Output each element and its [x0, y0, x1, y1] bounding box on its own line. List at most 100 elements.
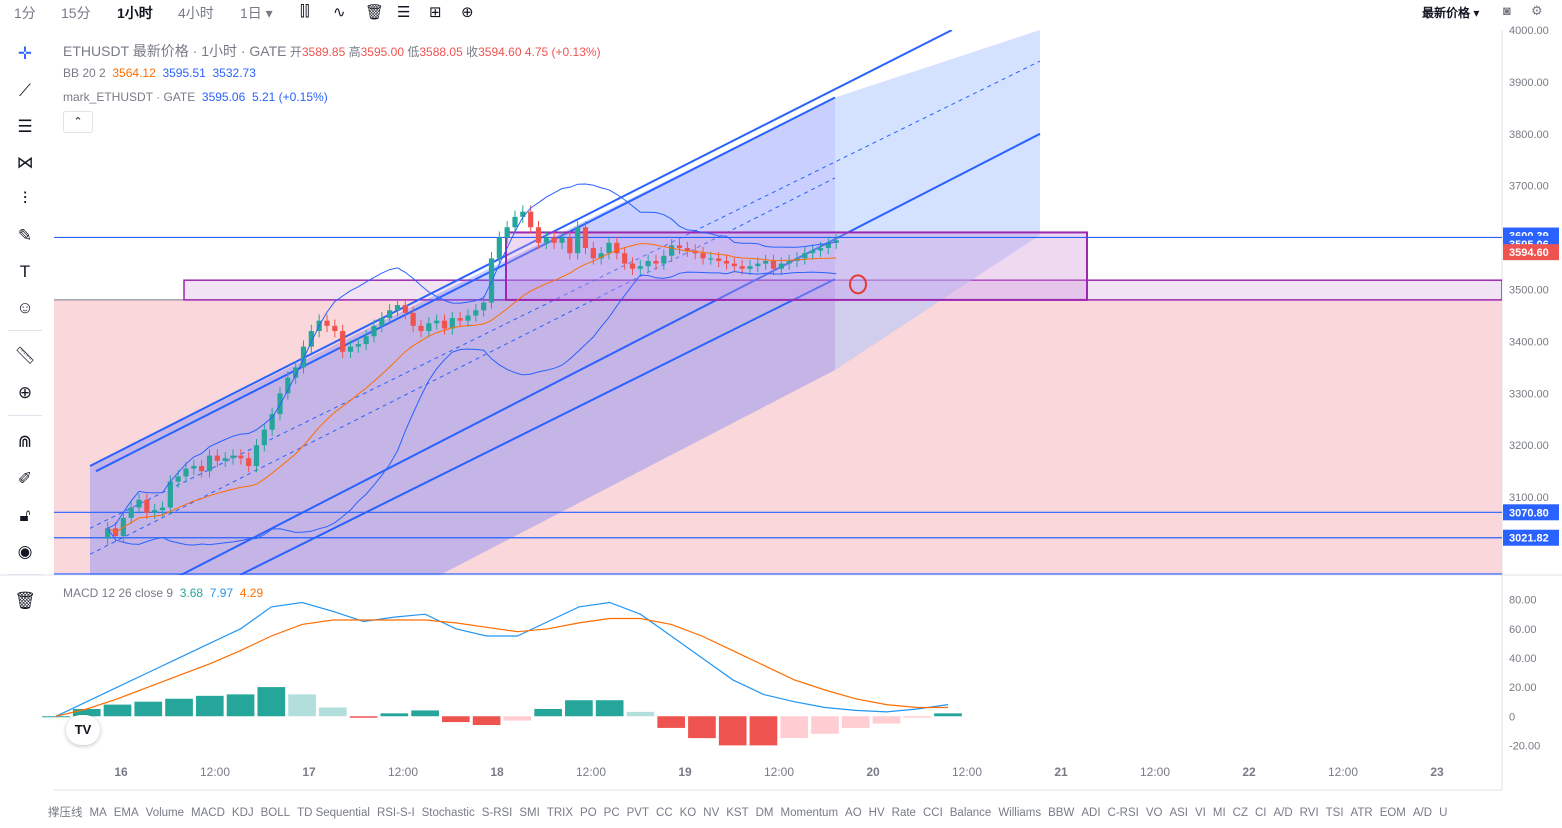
indicator-quick-item[interactable]: C-RSI	[1107, 807, 1139, 819]
collapse-legend-button[interactable]: ⌃	[63, 111, 93, 133]
timeframe-4h[interactable]: 4小时	[178, 5, 214, 21]
bb-label: BB 20 2	[63, 66, 106, 80]
indicator-quick-item[interactable]: KST	[726, 807, 749, 819]
indicator-quick-item[interactable]: Rate	[891, 807, 916, 819]
magnet-icon[interactable]: ⋒	[17, 432, 33, 451]
list-icon[interactable]: ☰	[397, 4, 411, 21]
indicator-quick-item[interactable]: TD Sequential	[297, 807, 370, 819]
indicator-quick-item[interactable]: A/D	[1412, 807, 1433, 819]
delete-drawings-icon[interactable]: 🗑︎	[14, 591, 36, 610]
text-icon[interactable]: T	[19, 262, 31, 281]
indicator-quick-item[interactable]: Stochastic	[421, 807, 475, 819]
indicator-quick-item[interactable]: CC	[656, 807, 673, 819]
settings-icon[interactable]: ⚙	[1531, 3, 1543, 18]
indicator-quick-item[interactable]: HV	[868, 807, 885, 819]
indicator-quick-item[interactable]: U	[1439, 807, 1448, 819]
trash-icon[interactable]: 🗑︎	[365, 4, 385, 21]
indicators-icon[interactable]: ∿	[333, 4, 346, 21]
timeframe-1d-dropdown[interactable]: 1日 ▾	[240, 5, 273, 21]
indicator-quick-item[interactable]: ADI	[1081, 807, 1101, 819]
indicator-quick-item[interactable]: A/D	[1273, 807, 1293, 819]
time-tick-label: 17	[302, 765, 316, 779]
macd-histogram-bar	[318, 707, 347, 717]
bb-upper-value: 3595.51	[162, 66, 206, 80]
candle-body	[575, 227, 581, 254]
indicator-quick-item[interactable]: Momentum	[780, 807, 839, 819]
candle-type-icon[interactable]: ⫿⫿	[300, 3, 310, 20]
indicator-quick-item[interactable]: VI	[1195, 807, 1206, 819]
lock-drawing-icon[interactable]: ✐	[17, 469, 33, 488]
macd-histogram-bar	[657, 716, 686, 728]
indicator-quick-item[interactable]: SMI	[519, 807, 540, 819]
indicator-quick-item[interactable]: DM	[755, 807, 774, 819]
trend-line-icon[interactable]: ⟋	[19, 81, 31, 100]
indicator-quick-item[interactable]: ASI	[1169, 807, 1188, 819]
mark-legend[interactable]: mark_ETHUSDT · GATE 3595.06 5.21 (+0.15%…	[63, 90, 328, 104]
indicator-quick-item[interactable]: KDJ	[231, 807, 254, 819]
candle-body	[465, 315, 471, 321]
lock-icon[interactable]: 🔓︎	[19, 506, 31, 525]
indicator-quick-item[interactable]: EOM	[1379, 807, 1406, 819]
indicator-quick-item[interactable]: VO	[1145, 807, 1163, 819]
price-type-dropdown[interactable]: 最新价格 ▾	[1422, 6, 1480, 20]
candle-body	[449, 318, 455, 329]
indicator-quick-item[interactable]: KO	[679, 807, 697, 819]
indicator-quick-item[interactable]: PC	[603, 807, 620, 819]
symbol-title[interactable]: ETHUSDT 最新价格 · 1小时 · GATE	[63, 43, 287, 59]
indicator-quick-item[interactable]: BBW	[1048, 807, 1075, 819]
indicator-quick-item[interactable]: CZ	[1232, 807, 1248, 819]
indicator-quick-item[interactable]: AO	[845, 807, 862, 819]
candle-body	[723, 260, 730, 264]
indicator-quick-item[interactable]: 撑压线	[48, 807, 83, 819]
indicator-quick-item[interactable]: RSI-S-I	[376, 807, 415, 819]
indicator-quick-item[interactable]: EMA	[113, 807, 139, 819]
indicator-quick-item[interactable]: MACD	[191, 807, 225, 819]
indicator-quick-item[interactable]: PVT	[626, 807, 650, 819]
candle-body	[512, 216, 518, 228]
price-label-line-b: 3021.82	[1509, 533, 1549, 545]
candle-body	[669, 245, 675, 256]
camera-icon[interactable]: ◙	[1503, 3, 1511, 18]
prediction-icon[interactable]: ⫶	[22, 189, 28, 208]
indicator-quick-item[interactable]: Williams	[998, 807, 1042, 819]
mark-value: 3595.06	[201, 90, 246, 104]
indicator-quick-item[interactable]: MI	[1212, 807, 1226, 819]
crosshair-icon[interactable]: ✛	[17, 44, 33, 63]
indicator-quick-item[interactable]: RVI	[1299, 807, 1319, 819]
fib-icon[interactable]: ☰	[17, 117, 33, 136]
macd-legend[interactable]: MACD 12 26 close 9 3.68 7.97 4.29	[63, 586, 263, 600]
add-circle-icon[interactable]: ⊕	[461, 4, 474, 21]
indicator-quick-item[interactable]: S-RSI	[481, 807, 513, 819]
indicator-quick-item[interactable]: TSI	[1325, 807, 1344, 819]
indicator-quick-item[interactable]: Volume	[145, 807, 185, 819]
indicator-quick-item[interactable]: TRIX	[546, 807, 574, 819]
price-label-last-bg	[1503, 244, 1559, 261]
timeframe-1m[interactable]: 1分	[14, 5, 36, 21]
indicator-quick-item[interactable]: Balance	[949, 807, 992, 819]
indicator-quick-item[interactable]: PO	[580, 807, 597, 819]
eye-icon[interactable]: ◉	[17, 542, 33, 561]
emoji-icon[interactable]: ☺	[16, 298, 34, 317]
indicator-quick-item[interactable]: BOLL	[260, 807, 291, 819]
change-value: 4.75 (+0.13%)	[524, 45, 601, 59]
ruler-icon[interactable]: 📏︎	[14, 346, 36, 365]
bb-legend[interactable]: BB 20 2 3564.12 3595.51 3532.73	[63, 66, 256, 80]
timeframe-1h[interactable]: 1小时	[117, 5, 153, 21]
pattern-icon[interactable]: ⋈	[16, 153, 34, 172]
indicator-quick-item[interactable]: ATR	[1350, 807, 1373, 819]
candle-body	[528, 211, 534, 228]
macd-histogram-bar	[103, 704, 132, 717]
layout-grid-icon[interactable]: ⊞	[429, 4, 442, 21]
macd-tick-label: 60.00	[1509, 624, 1537, 636]
time-tick-label: 16	[114, 765, 128, 779]
indicator-quick-item[interactable]: CI	[1255, 807, 1267, 819]
indicator-quick-item[interactable]: NV	[703, 807, 720, 819]
zoom-in-icon[interactable]: ⊕	[17, 383, 33, 402]
indicator-quick-item[interactable]: MA	[89, 807, 107, 819]
timeframe-15m[interactable]: 15分	[61, 5, 91, 21]
indicator-quick-item[interactable]: CCI	[922, 807, 943, 819]
brush-icon[interactable]: ✎	[17, 226, 33, 245]
tradingview-logo[interactable]: TV	[66, 715, 100, 745]
macd-histogram-bar	[718, 716, 747, 746]
